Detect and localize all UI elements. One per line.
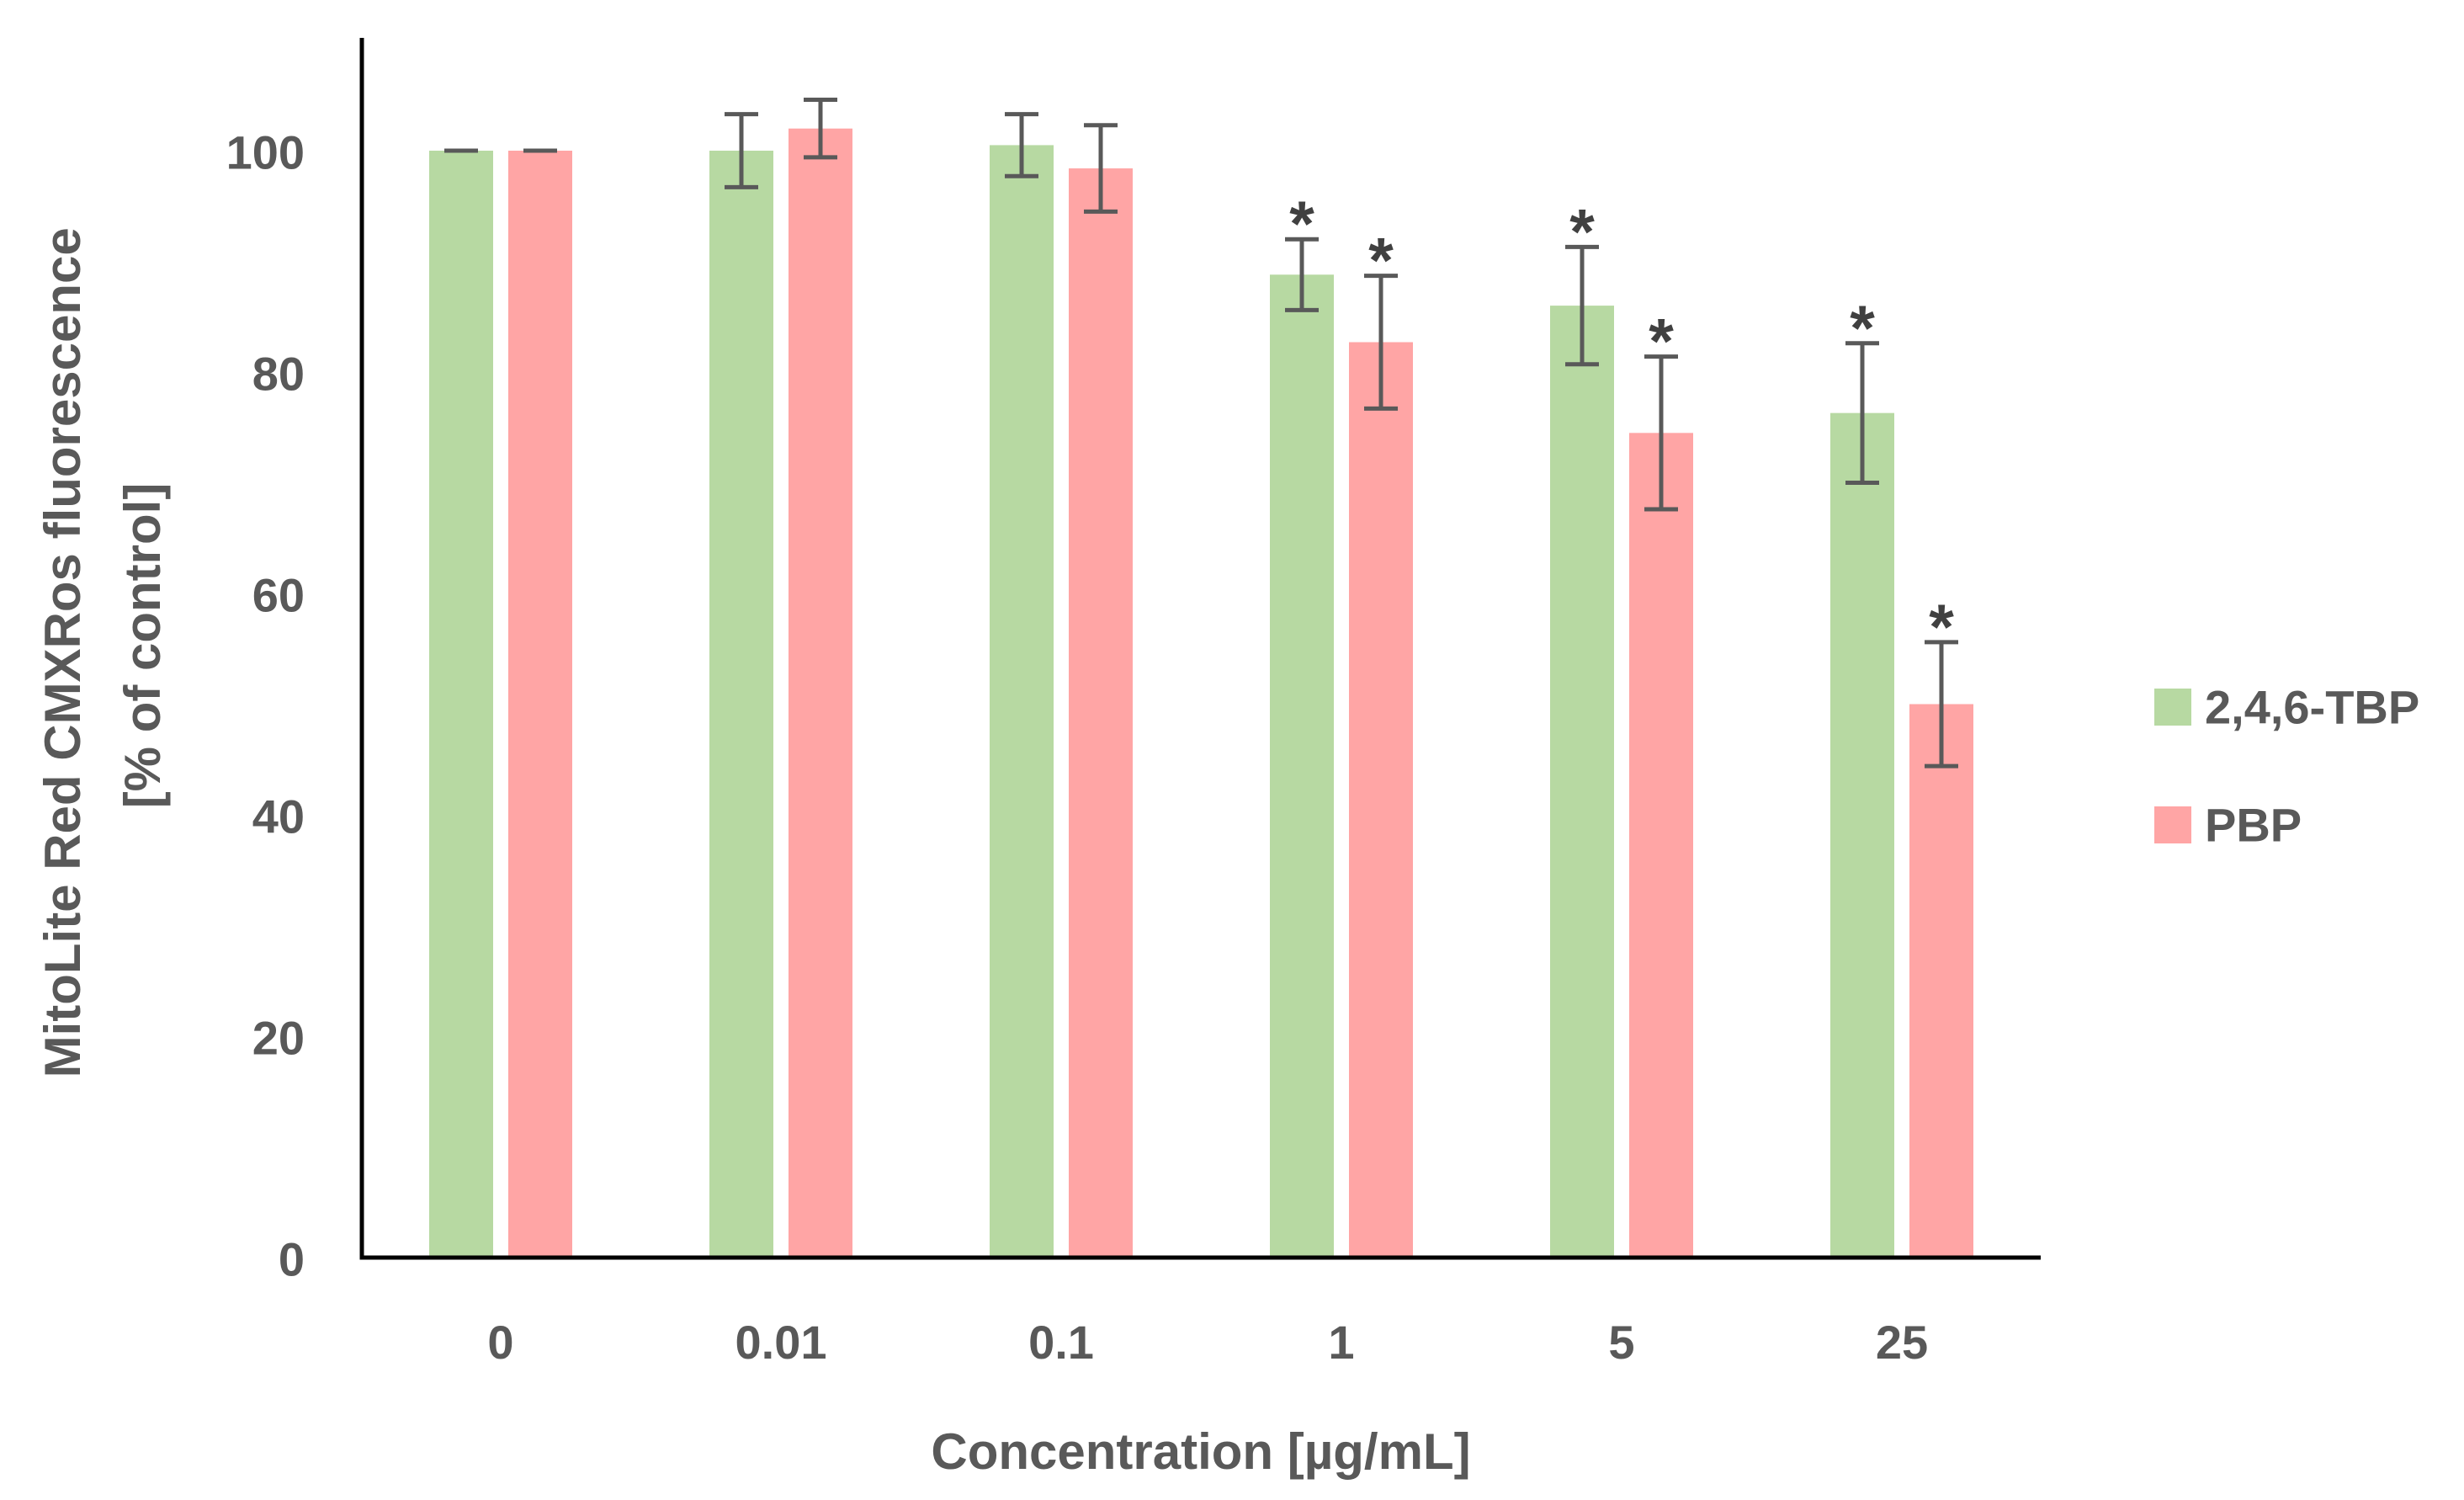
significance-marker: * <box>1569 196 1595 268</box>
error-bars-layer <box>444 98 1958 769</box>
bar-pbp-1 <box>1349 342 1413 1258</box>
x-tick-label: 1 <box>1328 1316 1354 1369</box>
x-tick-label: 0.01 <box>735 1316 827 1369</box>
bar-tbp-1 <box>1270 274 1334 1258</box>
error-bar <box>1364 274 1398 411</box>
bar-tbp-5 <box>1550 306 1614 1258</box>
bar-tbp-25 <box>1830 412 1894 1258</box>
error-bar <box>1005 112 1038 178</box>
error-bar <box>1644 354 1678 512</box>
significance-markers-layer: * * * * * * <box>1289 189 1954 663</box>
legend-item-pbp: PBP <box>2154 799 2302 852</box>
y-tick-label: 0 <box>279 1233 305 1286</box>
significance-marker: * <box>1929 592 1954 663</box>
axes-layer <box>359 38 2041 1260</box>
significance-marker: * <box>1289 189 1314 260</box>
legend-label-pbp: PBP <box>2205 799 2302 852</box>
x-tick-label: 0 <box>487 1316 513 1369</box>
significance-marker: * <box>1649 306 1674 378</box>
bars-layer <box>429 128 1973 1258</box>
x-tick-label: 0.1 <box>1028 1316 1094 1369</box>
error-bar <box>804 98 837 160</box>
bar-tbp-0.01 <box>709 151 773 1258</box>
y-axis-title-line-2: [% of control] <box>114 483 171 809</box>
bar-pbp-5 <box>1629 433 1693 1258</box>
error-bar <box>1084 123 1118 214</box>
legend: 2,4,6-TBP PBP <box>2154 681 2419 852</box>
y-tick-label: 80 <box>252 348 305 401</box>
x-axis-title: Concentration [µg/mL] <box>931 1423 1470 1480</box>
significance-marker: * <box>1850 293 1875 364</box>
error-bar <box>1565 244 1599 367</box>
bar-pbp-25 <box>1909 704 1973 1258</box>
x-tick-label: 25 <box>1876 1316 1928 1369</box>
bar-tbp-0.1 <box>990 145 1054 1258</box>
legend-label-tbp: 2,4,6-TBP <box>2205 681 2419 734</box>
bar-pbp-0 <box>508 151 572 1258</box>
legend-swatch-pbp <box>2154 806 2191 843</box>
legend-swatch-tbp <box>2154 689 2191 726</box>
y-tick-label: 40 <box>252 790 305 843</box>
y-tick-label: 60 <box>252 569 305 622</box>
bar-pbp-0.01 <box>789 128 852 1258</box>
error-bar <box>1925 640 1958 769</box>
legend-item-tbp: 2,4,6-TBP <box>2154 681 2419 734</box>
x-tick-label: 5 <box>1608 1316 1634 1369</box>
y-axis-title: MitoLite Red CMXRos fluorescence [% of c… <box>35 214 171 1078</box>
error-bar <box>1845 341 1879 485</box>
bar-pbp-0.1 <box>1069 168 1133 1258</box>
x-tick-labels: 0 0.01 0.1 1 5 25 <box>487 1316 1928 1369</box>
bar-tbp-0 <box>429 151 493 1258</box>
y-tick-label: 20 <box>252 1012 305 1065</box>
significance-marker: * <box>1368 226 1394 297</box>
error-bar <box>1285 237 1319 312</box>
error-bar <box>725 112 758 189</box>
y-tick-labels: 0 20 40 60 80 100 <box>226 126 305 1286</box>
y-axis-title-line-1: MitoLite Red CMXRos fluorescence <box>35 227 91 1077</box>
y-tick-label: 100 <box>226 126 305 179</box>
